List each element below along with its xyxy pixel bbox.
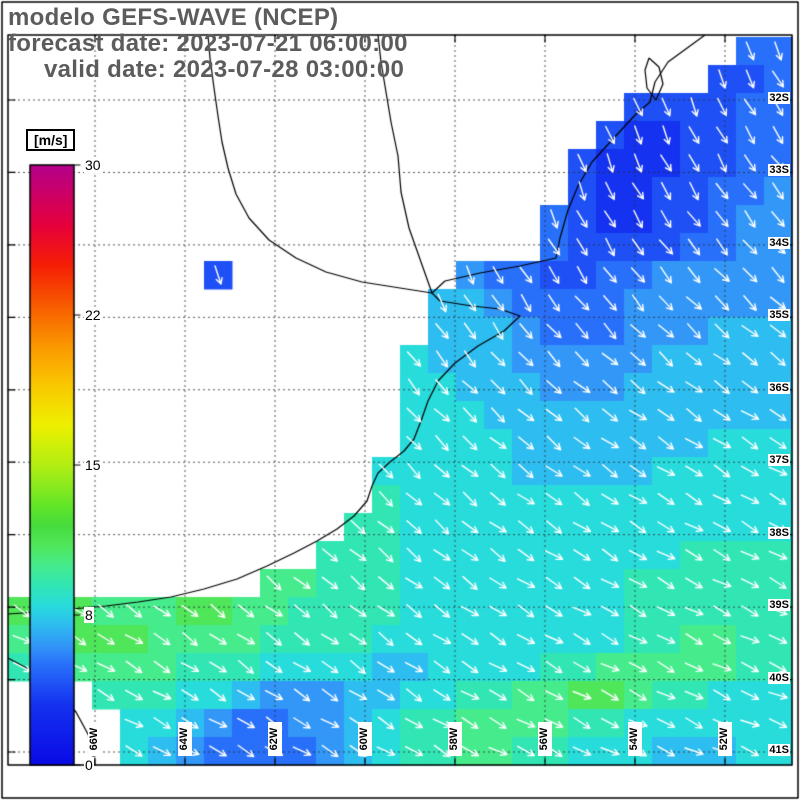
longitude-label: 58W	[448, 722, 462, 756]
latitude-label: 40S	[768, 671, 790, 684]
colorbar-tick-label: 15	[84, 457, 102, 473]
map-title-block: modelo GEFS-WAVE (NCEP) forecast date: 2…	[8, 5, 408, 83]
model-title: modelo GEFS-WAVE (NCEP)	[8, 4, 339, 31]
latitude-label: 39S	[768, 599, 790, 612]
longitude-label: 66W	[88, 722, 102, 756]
longitude-label: 60W	[358, 722, 372, 756]
latitude-label: 38S	[768, 526, 790, 539]
longitude-label: 62W	[268, 722, 282, 756]
colorbar-tick-label: 30	[84, 157, 102, 173]
latitude-label: 32S	[768, 92, 790, 104]
colorbar-tick-label: 22	[84, 307, 102, 323]
longitude-label: 52W	[718, 722, 732, 756]
latitude-label: 36S	[768, 381, 790, 394]
valid-date: valid date: 2023-07-28 03:00:00	[44, 56, 405, 83]
latitude-label: 34S	[768, 236, 790, 249]
latitude-label: 41S	[768, 744, 790, 756]
longitude-label: 54W	[628, 722, 642, 756]
latitude-label: 33S	[768, 164, 790, 177]
colorbar-tick-label: 8	[84, 607, 94, 623]
forecast-date: forecast date: 2023-07-21 06:00:00	[8, 30, 408, 57]
longitude-label: 56W	[538, 722, 552, 756]
latitude-label: 37S	[768, 454, 790, 467]
latitude-label: 35S	[768, 309, 790, 322]
colorbar-unit-label: [m/s]	[26, 129, 76, 151]
colorbar-tick-label: 0	[84, 757, 94, 773]
longitude-label: 64W	[178, 722, 192, 756]
